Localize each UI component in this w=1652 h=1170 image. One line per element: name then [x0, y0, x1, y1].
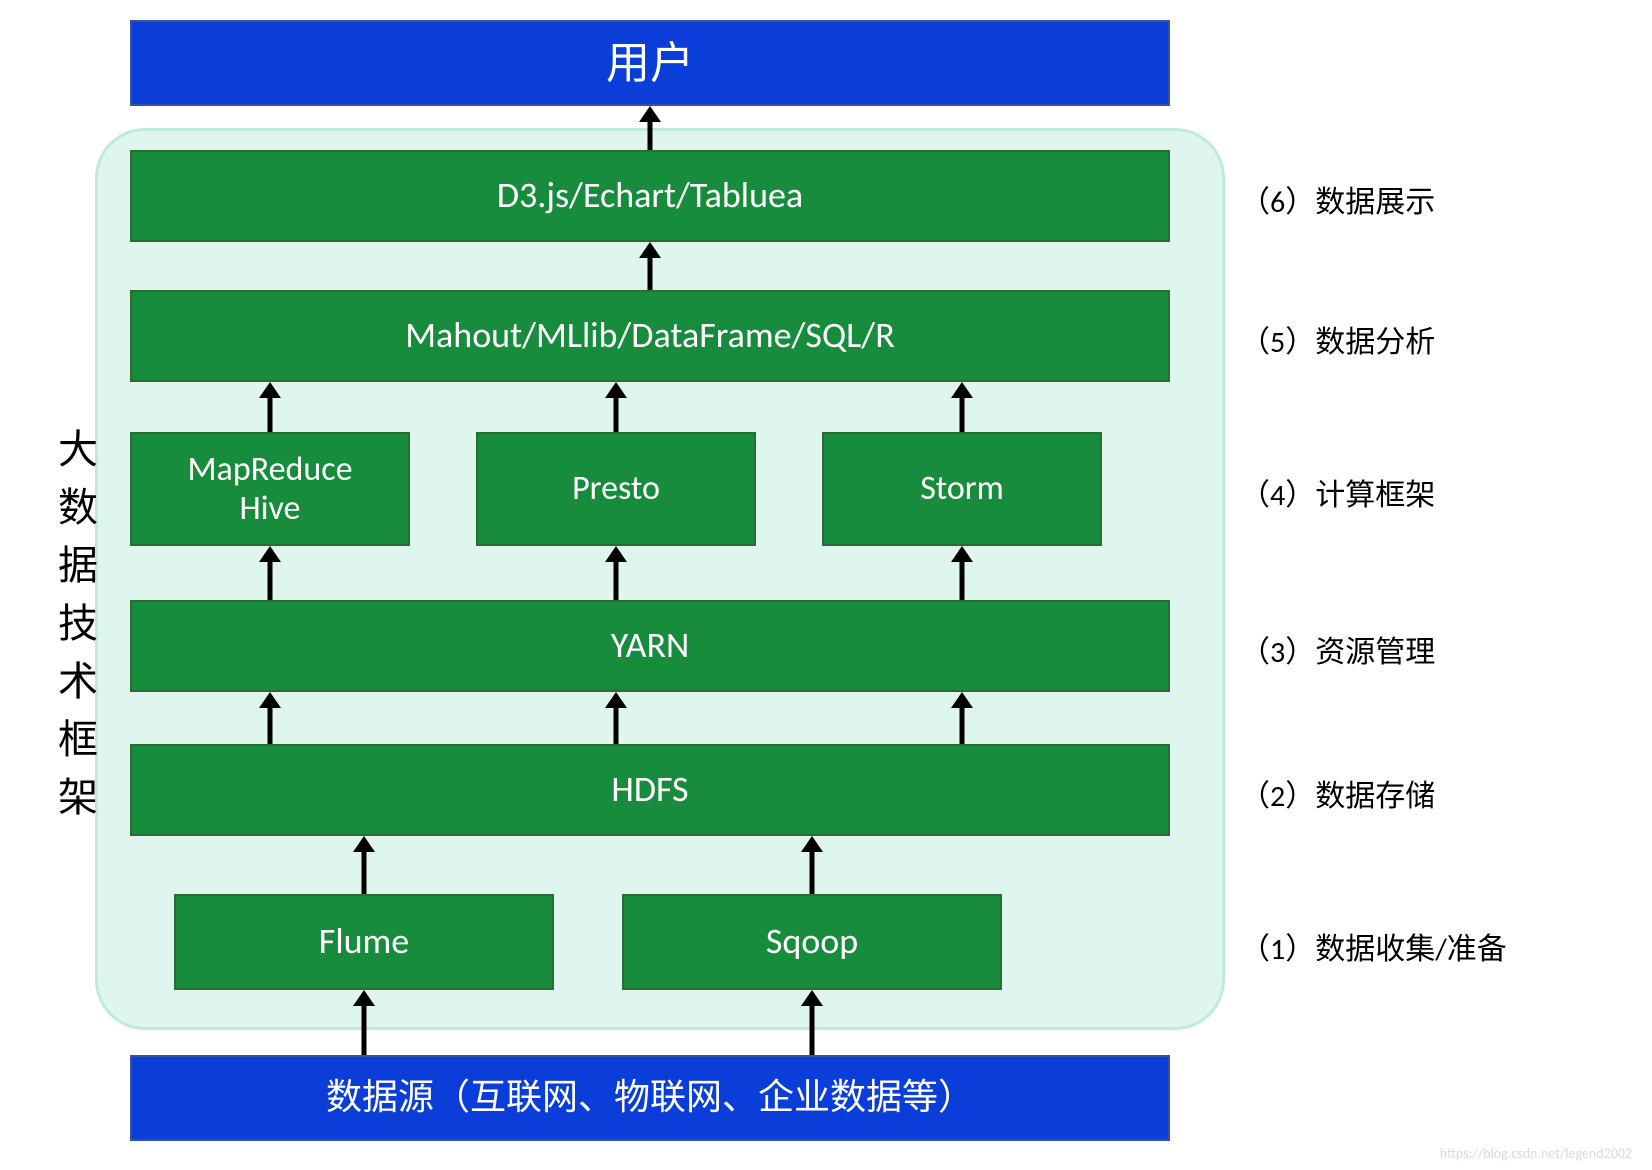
datasource-box-label: 数据源（互联网、物联网、企业数据等）	[326, 1077, 974, 1118]
layer-caption-viz: （6）数据展示	[1240, 177, 1435, 221]
diagram-stage: 大数据技术框架 用户 数据源（互联网、物联网、企业数据等） D3.js/Echa…	[0, 0, 1652, 1170]
watermark-text: https://blog.csdn.net/legend2002	[1440, 1145, 1632, 1162]
layer-box-compute: Storm	[822, 432, 1102, 546]
user-box-label: 用户	[606, 38, 694, 89]
layer-box-analysis: Mahout/MLlib/DataFrame/SQL/R	[130, 290, 1170, 382]
datasource-box: 数据源（互联网、物联网、企业数据等）	[130, 1055, 1170, 1141]
layer-box-ingest: Flume	[174, 894, 554, 990]
user-box: 用户	[130, 20, 1170, 106]
layer-caption-yarn: （3）资源管理	[1240, 627, 1435, 671]
layer-box-yarn: YARN	[130, 600, 1170, 692]
layer-box-compute: Presto	[476, 432, 756, 546]
layer-box-hdfs: HDFS	[130, 744, 1170, 836]
side-title: 大数据技术框架	[45, 428, 103, 834]
layer-box-viz: D3.js/Echart/Tabluea	[130, 150, 1170, 242]
layer-caption-compute: （4）计算框架	[1240, 470, 1435, 514]
layer-box-ingest: Sqoop	[622, 894, 1002, 990]
layer-box-compute: MapReduce Hive	[130, 432, 410, 546]
layer-caption-ingest: （1）数据收集/准备	[1240, 924, 1507, 968]
layer-caption-hdfs: （2）数据存储	[1240, 771, 1435, 815]
layer-caption-analysis: （5）数据分析	[1240, 317, 1435, 361]
